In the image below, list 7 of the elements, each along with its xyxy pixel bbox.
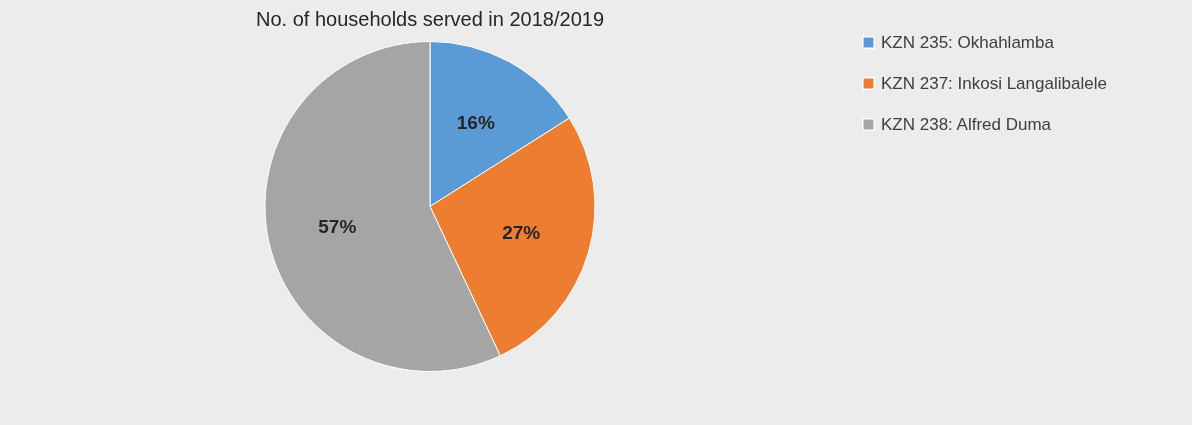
chart-title: No. of households served in 2018/2019 xyxy=(255,8,605,30)
data-label: 57% xyxy=(318,216,357,238)
data-label: 16% xyxy=(456,112,495,134)
legend-label: KZN 235: Okhahlamba xyxy=(881,32,1055,52)
data-label: 27% xyxy=(502,222,541,243)
legend-label: KZN 237: Inkosi Langalibalele xyxy=(881,73,1107,93)
legend-label: KZN 238: Alfred Duma xyxy=(881,114,1052,134)
